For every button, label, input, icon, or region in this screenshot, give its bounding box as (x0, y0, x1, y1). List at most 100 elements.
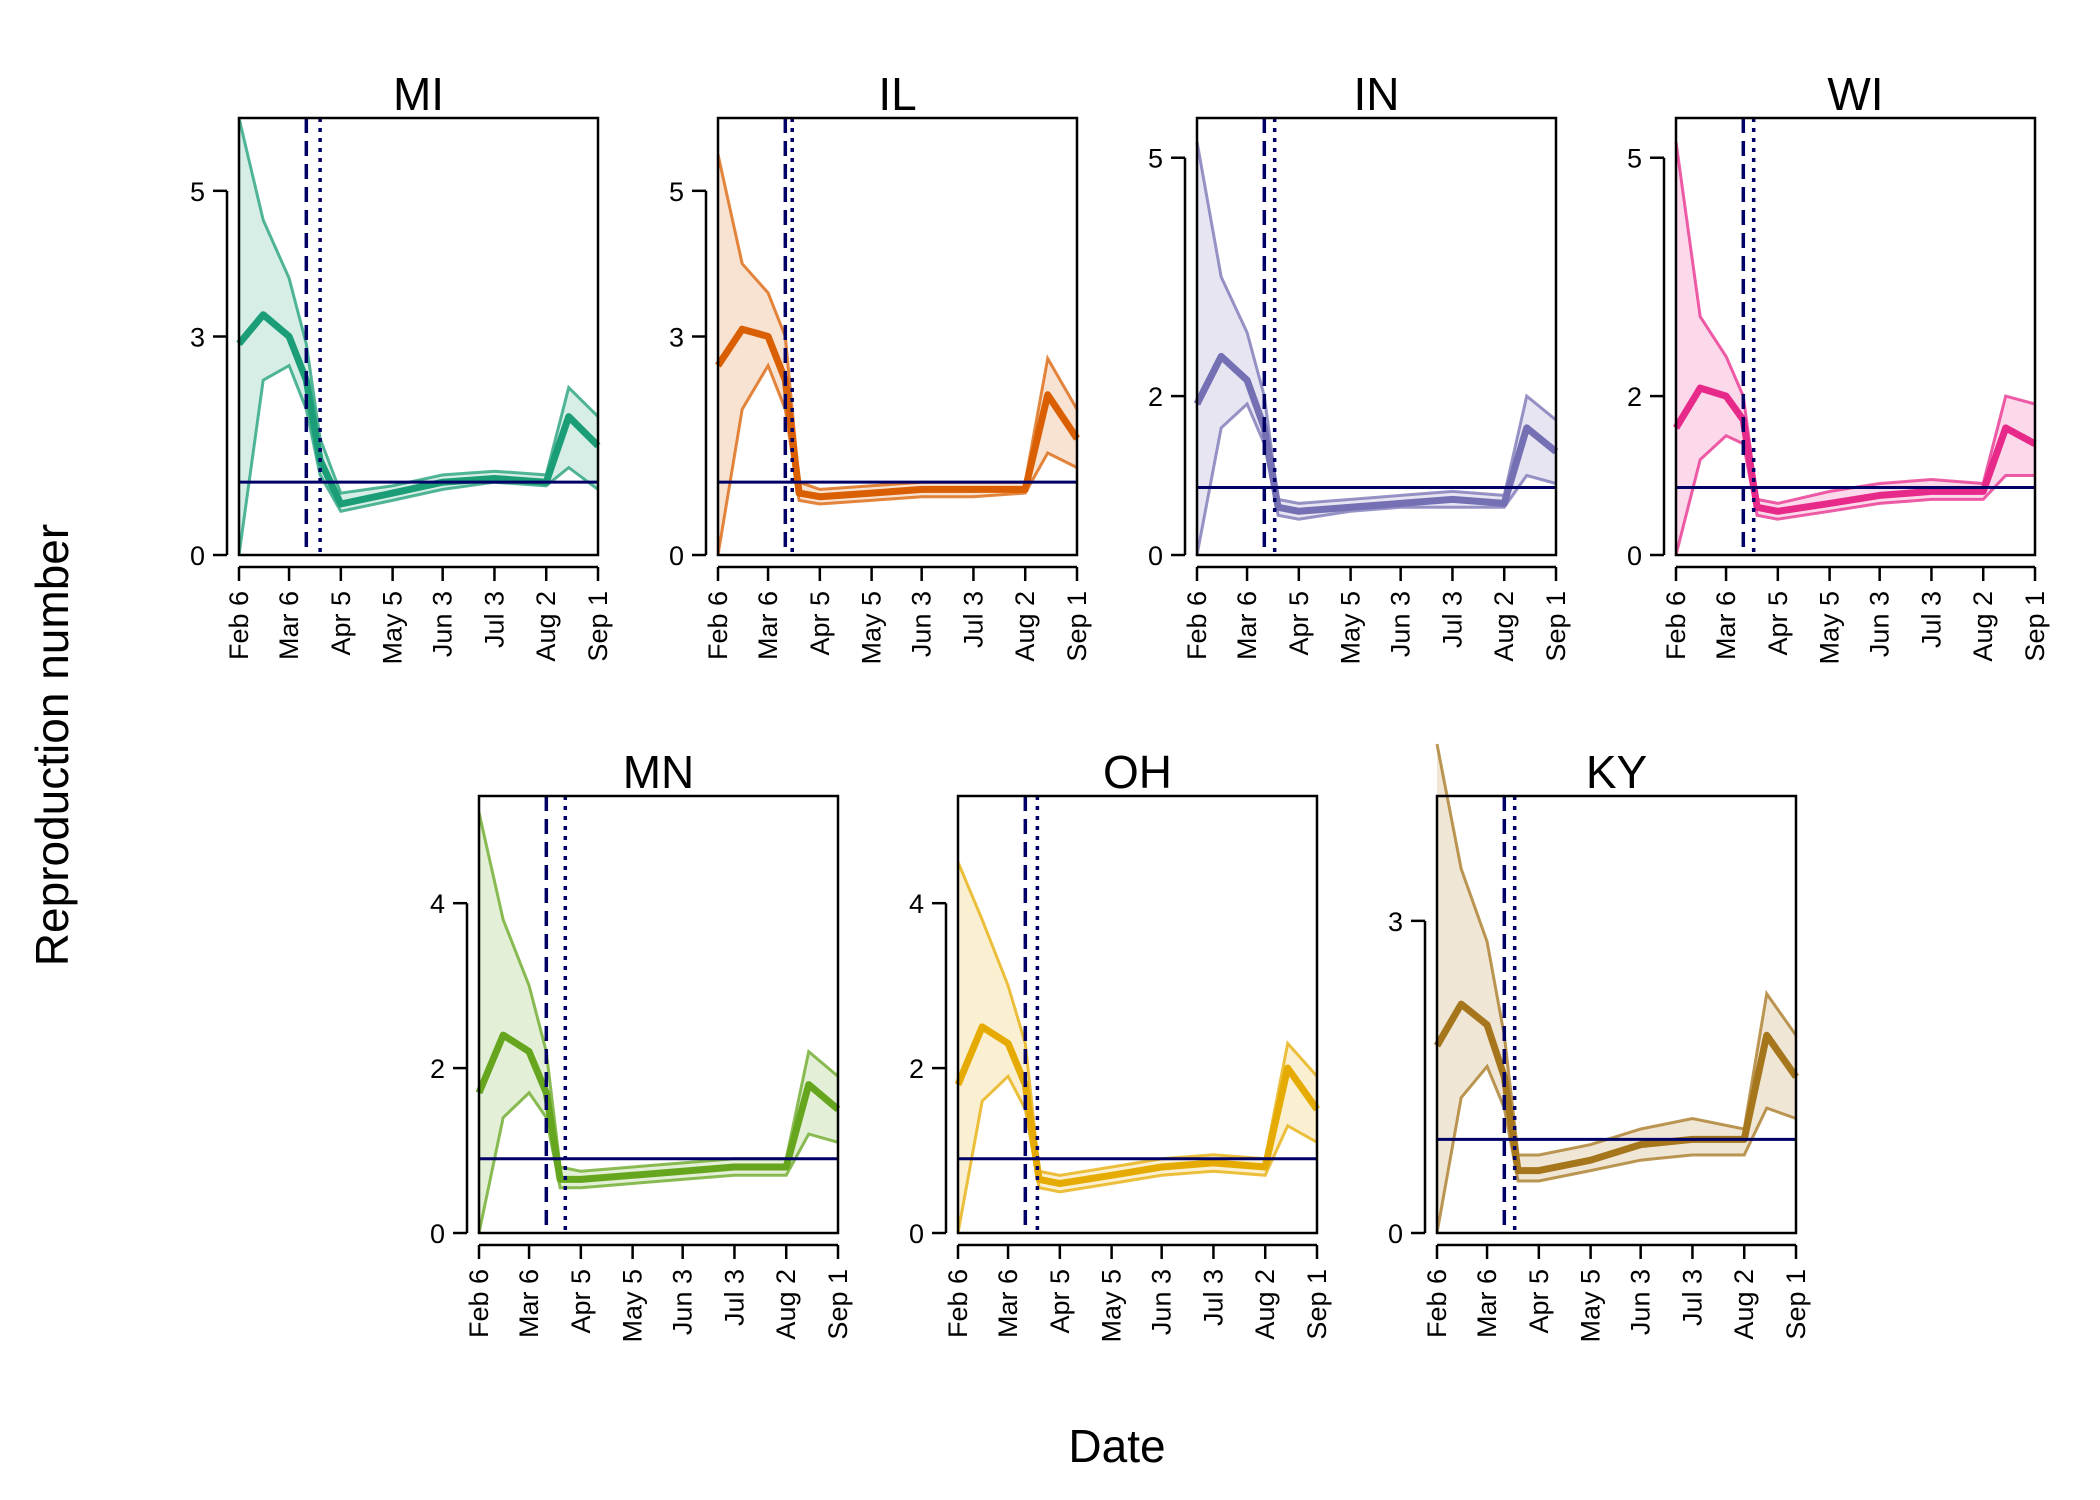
x-tick-label-mn: May 5 (618, 1269, 648, 1343)
x-axis-title: Date (1068, 1420, 1165, 1472)
lower-line-oh (956, 1073, 1318, 1234)
x-tick-label-ky: May 5 (1576, 1269, 1606, 1343)
y-tick-label-in: 2 (1148, 382, 1163, 412)
y-tick-label-oh: 0 (909, 1219, 924, 1249)
panels: MI 0 3 5 Feb 6 Mar 6 Apr 5 May 5 Jun 3 Jul 3 Aug 2… (190, 68, 2050, 1343)
panel-oh: OH 0 2 4 Feb 6 Mar 6 Apr 5 May 5 Jun 3 Jul 3 Aug 2… (909, 746, 1332, 1343)
x-tick-label-in: Mar 6 (1232, 591, 1262, 660)
y-tick-label-ky: 0 (1388, 1219, 1403, 1249)
y-tick-label-mi: 5 (190, 177, 205, 207)
x-tick-label-wi: Aug 2 (1968, 591, 1998, 662)
lower-line-mi (237, 363, 599, 556)
x-tick-label-ky: Sep 1 (1781, 1269, 1811, 1340)
y-tick-label-mi: 3 (190, 323, 205, 353)
x-tick-label-ky: Jun 3 (1626, 1269, 1656, 1335)
x-tick-label-il: May 5 (857, 591, 887, 665)
x-tick-label-mi: Feb 6 (224, 591, 254, 660)
panel-title-wi: WI (1827, 68, 1883, 120)
x-tick-label-in: Apr 5 (1284, 591, 1314, 656)
x-tick-label-in: May 5 (1336, 591, 1366, 665)
y-tick-label-in: 0 (1148, 541, 1163, 571)
y-tick-label-mn: 0 (430, 1219, 445, 1249)
x-tick-label-in: Sep 1 (1541, 591, 1571, 662)
x-tick-label-mi: May 5 (378, 591, 408, 665)
panel-title-il: IL (878, 68, 916, 120)
plot-frame-wi (1674, 116, 2037, 557)
band-ky (1437, 744, 1796, 1233)
y-tick-label-in: 5 (1148, 144, 1163, 174)
x-tick-label-in: Feb 6 (1182, 591, 1212, 660)
x-tick-label-wi: Mar 6 (1711, 591, 1741, 660)
x-tick-label-mn: Sep 1 (823, 1269, 853, 1340)
plot-frame-oh (956, 794, 1319, 1235)
x-tick-label-ky: Jul 3 (1677, 1269, 1707, 1326)
panel-title-mn: MN (623, 746, 695, 798)
x-tick-label-oh: Jul 3 (1198, 1269, 1228, 1326)
y-tick-label-mi: 0 (190, 541, 205, 571)
x-tick-label-mn: Jul 3 (719, 1269, 749, 1326)
panel-il: IL 0 3 5 Feb 6 Mar 6 Apr 5 May 5 Jun 3 Jul 3 Aug 2… (669, 68, 1092, 665)
x-tick-label-oh: Sep 1 (1302, 1269, 1332, 1340)
plot-frame-mn (477, 794, 840, 1235)
panel-in: IN 0 2 5 Feb 6 Mar 6 Apr 5 May 5 Jun 3 Jul 3 Aug 2… (1148, 68, 1571, 665)
x-tick-label-oh: Mar 6 (993, 1269, 1023, 1338)
lower-line-wi (1674, 434, 2035, 556)
mean-line-il (715, 325, 1080, 501)
y-tick-label-il: 0 (669, 541, 684, 571)
x-tick-label-mi: Apr 5 (326, 591, 356, 656)
panel-mn: MN 0 2 4 Feb 6 Mar 6 Apr 5 May 5 Jun 3 Jul 3 Aug 2… (430, 746, 853, 1343)
x-tick-label-il: Jun 3 (907, 591, 937, 657)
x-tick-label-oh: Feb 6 (943, 1269, 973, 1338)
x-tick-label-mn: Jun 3 (668, 1269, 698, 1335)
x-tick-label-il: Mar 6 (753, 591, 783, 660)
y-tick-label-oh: 4 (909, 889, 924, 919)
x-tick-label-mn: Apr 5 (566, 1269, 596, 1334)
y-tick-label-il: 5 (669, 177, 684, 207)
x-tick-label-il: Jul 3 (958, 591, 988, 648)
panel-title-oh: OH (1103, 746, 1172, 798)
upper-line-mn (477, 812, 839, 1173)
y-tick-label-il: 3 (669, 323, 684, 353)
mean-line-in (1193, 352, 1559, 515)
y-tick-label-ky: 3 (1388, 907, 1403, 937)
x-tick-label-in: Jun 3 (1386, 591, 1416, 657)
x-tick-label-oh: Apr 5 (1045, 1269, 1075, 1334)
x-tick-label-wi: Jul 3 (1916, 591, 1946, 648)
x-tick-label-oh: Jun 3 (1147, 1269, 1177, 1335)
y-tick-label-mn: 2 (430, 1054, 445, 1084)
panel-title-in: IN (1354, 68, 1400, 120)
x-tick-label-ky: Apr 5 (1524, 1269, 1554, 1334)
lower-line-in (1195, 401, 1557, 556)
upper-line-mi (237, 117, 600, 495)
plot-frame-in (1195, 116, 1558, 557)
x-tick-label-in: Aug 2 (1489, 591, 1519, 662)
x-tick-label-wi: May 5 (1815, 591, 1845, 665)
x-tick-label-ky: Aug 2 (1729, 1269, 1759, 1340)
x-tick-label-il: Feb 6 (703, 591, 733, 660)
x-tick-label-wi: Feb 6 (1661, 591, 1691, 660)
x-tick-label-il: Apr 5 (805, 591, 835, 656)
panel-mi: MI 0 3 5 Feb 6 Mar 6 Apr 5 May 5 Jun 3 Jul 3 Aug 2… (190, 68, 613, 665)
x-tick-label-mn: Mar 6 (514, 1269, 544, 1338)
lower-line-mn (477, 1090, 839, 1234)
upper-line-in (1195, 141, 1557, 505)
plot-frame-ky (1435, 794, 1798, 1235)
lower-line-il (716, 362, 1078, 556)
x-tick-label-mi: Sep 1 (583, 591, 613, 662)
upper-line-ky (1435, 743, 1798, 1157)
panel-title-ky: KY (1586, 746, 1647, 798)
x-tick-label-wi: Jun 3 (1865, 591, 1895, 657)
y-tick-label-wi: 5 (1627, 144, 1642, 174)
mean-line-mi (236, 311, 601, 508)
panel-wi: WI 0 2 5 Feb 6 Mar 6 Apr 5 May 5 Jun 3 Jul 3 Aug 2… (1627, 68, 2050, 665)
x-tick-label-mi: Jun 3 (428, 591, 458, 657)
mean-line-ky (1433, 1000, 1799, 1175)
y-tick-label-oh: 2 (909, 1054, 924, 1084)
x-tick-label-mn: Aug 2 (771, 1269, 801, 1340)
x-tick-label-il: Sep 1 (1062, 591, 1092, 662)
x-tick-label-oh: Aug 2 (1250, 1269, 1280, 1340)
x-tick-label-oh: May 5 (1097, 1269, 1127, 1343)
panel-ky: KY 0 3 Feb 6 Mar 6 Apr 5 May 5 Jun 3 Jul 3 Aug 2 S… (1388, 743, 1811, 1343)
plot-frame-il (716, 116, 1079, 557)
